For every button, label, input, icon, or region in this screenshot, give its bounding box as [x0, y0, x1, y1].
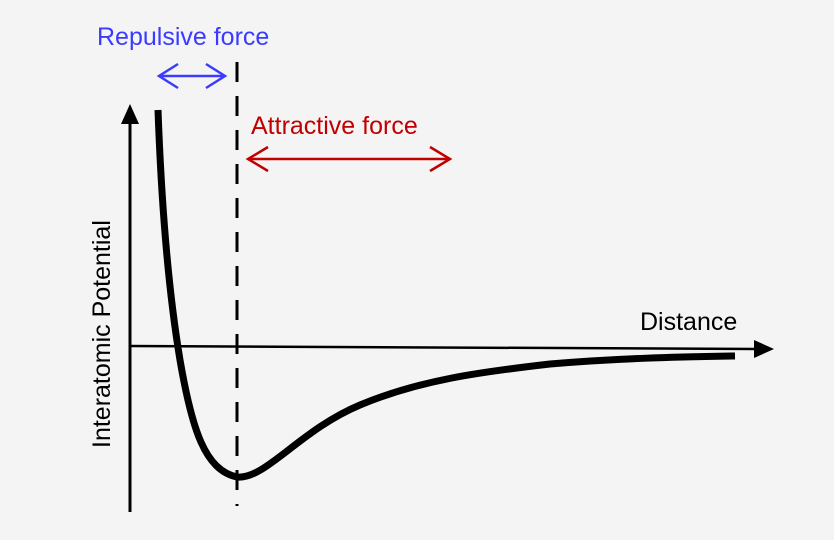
y-axis-label: Interatomic Potential: [88, 220, 116, 448]
attractive-label: Attractive force: [251, 112, 418, 140]
y-axis-arrowhead: [121, 104, 139, 124]
attractive-arrow: [245, 145, 453, 173]
x-axis-label: Distance: [640, 308, 737, 336]
repulsive-arrow: [156, 62, 228, 90]
potential-curve: [154, 109, 736, 481]
x-axis: [129, 344, 757, 351]
repulsive-label: Repulsive force: [97, 23, 269, 51]
x-axis-arrowhead: [754, 340, 774, 358]
